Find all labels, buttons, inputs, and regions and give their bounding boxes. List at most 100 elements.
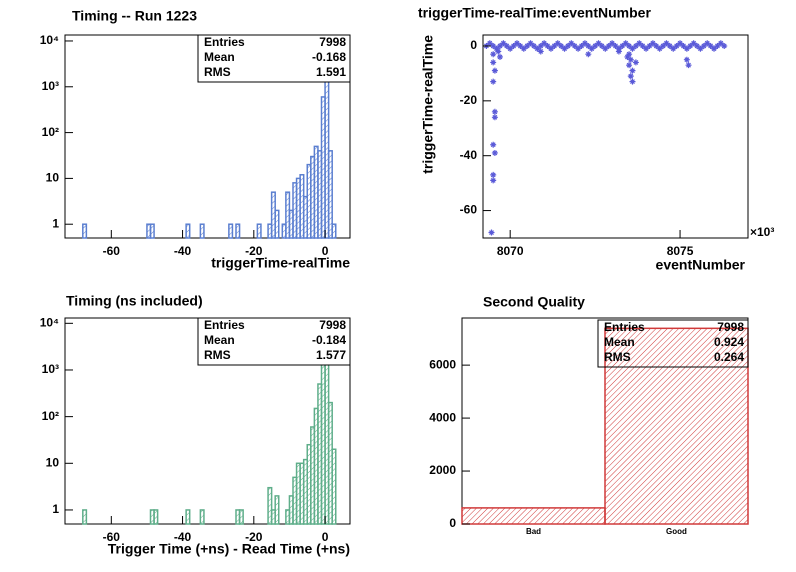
histogram-bar	[274, 209, 280, 239]
x-axis-label: Trigger Time (+ns) - Read Time (+ns)	[108, 541, 350, 557]
histogram-bar	[149, 223, 155, 239]
x-tick-label: -40	[174, 244, 192, 258]
histogram-bar	[199, 509, 205, 525]
scatter-point	[656, 45, 663, 52]
y-tick-label: 0	[449, 516, 456, 530]
stats-value: 7998	[717, 320, 744, 334]
scatter-point	[564, 42, 571, 49]
scatter-point	[602, 45, 609, 52]
scatter-point	[585, 51, 592, 58]
histogram-bar	[331, 223, 337, 239]
stats-box	[197, 34, 351, 83]
scatter-point	[490, 78, 497, 85]
scatter-point	[714, 42, 721, 49]
stats-label: RMS	[204, 348, 231, 362]
scatter-point	[629, 78, 636, 85]
x-tick-label: 0	[322, 530, 329, 544]
scatter-point	[490, 177, 497, 184]
scatter-point	[496, 42, 503, 49]
histogram-bar	[228, 223, 234, 239]
chart-title: Timing (ns included)	[66, 293, 203, 309]
scatter-point	[585, 42, 592, 49]
stats-label: Entries	[204, 35, 245, 49]
histogram-bar	[256, 223, 262, 239]
y-tick-label: -20	[460, 93, 478, 107]
y-tick-label: 10²	[42, 125, 59, 139]
x-tick-label: -40	[174, 530, 192, 544]
scatter-point	[490, 51, 497, 58]
x-axis-label: triggerTime-realTime	[211, 255, 350, 271]
scatter-point	[687, 42, 694, 49]
axis-exponent: ×10³	[750, 225, 774, 239]
y-tick-label: 10⁴	[40, 33, 59, 47]
scatter-point	[666, 42, 673, 49]
histogram-bar	[331, 448, 337, 525]
x-tick-label: -20	[245, 530, 263, 544]
scatter-point	[527, 40, 534, 47]
scatter-point	[537, 42, 544, 49]
scatter-point	[488, 229, 495, 236]
scatter-point	[680, 42, 687, 49]
scatter-point	[646, 42, 653, 49]
histogram-bar	[153, 509, 159, 525]
scatter-point	[649, 40, 656, 47]
x-tick-label: -60	[103, 244, 121, 258]
scatter-point	[510, 42, 517, 49]
stats-value: 7998	[319, 318, 346, 332]
scatter-point	[663, 40, 670, 47]
scatter-point	[605, 42, 612, 49]
chart-title: Timing -- Run 1223	[72, 8, 197, 24]
scatter-point	[627, 56, 634, 63]
scatter-point	[568, 40, 575, 47]
histogram-bar	[185, 223, 191, 239]
scatter-point	[673, 42, 680, 49]
stats-label: Entries	[604, 320, 645, 334]
y-tick-label: 10	[46, 455, 60, 469]
scatter-point	[496, 53, 503, 60]
scatter-point	[507, 45, 514, 52]
scatter-point	[544, 42, 551, 49]
x-tick-label: 8070	[497, 244, 524, 258]
scatter-point	[653, 42, 660, 49]
histogram-bar	[238, 509, 244, 525]
stats-value: 0.924	[714, 335, 744, 349]
stats-label: Mean	[204, 333, 235, 347]
scatter-point	[493, 45, 500, 52]
x-tick-label: 0	[322, 244, 329, 258]
scatter-point	[598, 42, 605, 49]
scatter-point	[697, 45, 704, 52]
stats-value: -0.184	[312, 333, 346, 347]
scatter-point	[491, 67, 498, 74]
y-tick-label: -40	[460, 148, 478, 162]
scatter-point	[683, 56, 690, 63]
scatter-point	[554, 40, 561, 47]
chart-title: triggerTime-realTime:eventNumber	[418, 5, 651, 21]
y-tick-label: 10³	[42, 79, 59, 93]
scatter-point	[490, 42, 497, 49]
x-axis-label: eventNumber	[656, 257, 746, 273]
scatter-point	[581, 40, 588, 47]
y-tick-label: 10	[46, 171, 60, 185]
scatter-point	[629, 45, 636, 52]
scatter-point	[619, 42, 626, 49]
scatter-point	[609, 40, 616, 47]
stats-value: 1.591	[316, 65, 346, 79]
scatter-point	[491, 108, 498, 115]
x-tick-label: Bad	[526, 527, 541, 536]
scatter-point	[632, 42, 639, 49]
scatter-point	[627, 73, 634, 80]
scatter-point	[626, 62, 633, 69]
scatter-point	[551, 42, 558, 49]
y-axis-label: triggerTime-realTime	[420, 35, 436, 174]
scatter-point	[685, 62, 692, 69]
stats-value: 1.577	[316, 348, 346, 362]
scatter-point	[530, 42, 537, 49]
y-tick-label: -60	[460, 203, 478, 217]
y-tick-label: 10²	[42, 409, 59, 423]
scatter-point	[513, 40, 520, 47]
scatter-point	[575, 45, 582, 52]
scatter-point	[595, 40, 602, 47]
